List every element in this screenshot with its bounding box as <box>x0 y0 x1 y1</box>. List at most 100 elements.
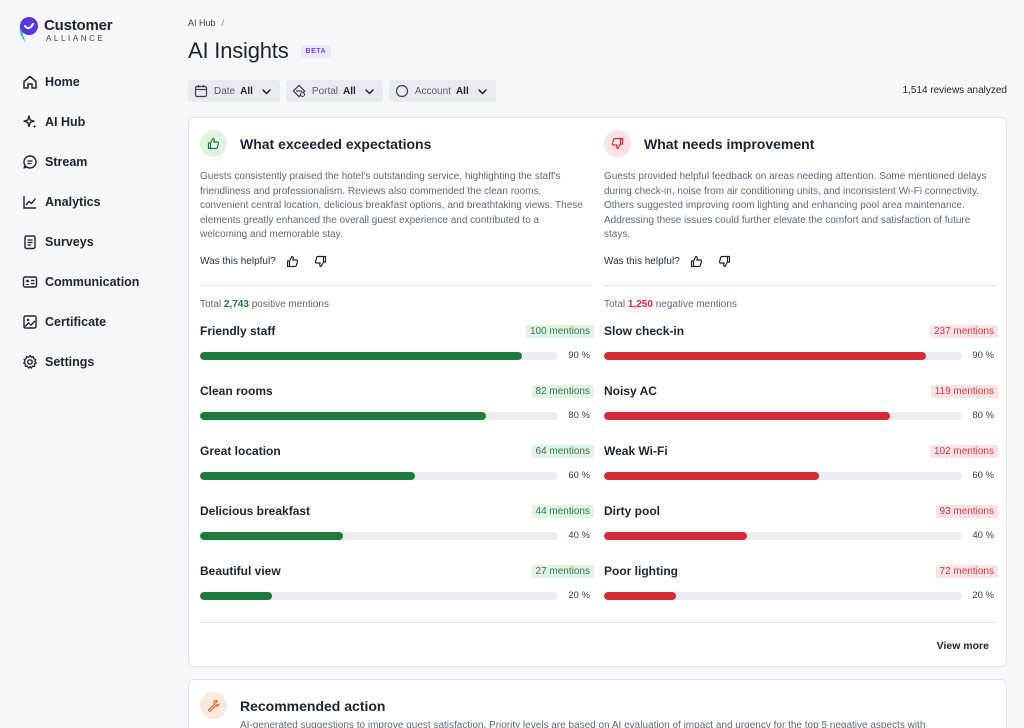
total-prefix: Total <box>604 299 626 310</box>
progress-track <box>200 412 558 420</box>
portal-icon <box>292 84 306 98</box>
sidebar-item-label: Home <box>45 75 80 89</box>
sidebar-item-communication[interactable]: Communication <box>22 272 139 292</box>
sidebar-nav: Home AI Hub Stream Analytics Surveys Com… <box>22 72 139 392</box>
filter-value: All <box>343 85 356 97</box>
progress-fill <box>604 592 676 600</box>
breadcrumb: AI Hub / <box>188 18 224 28</box>
item-name: Poor lighting <box>604 564 678 578</box>
percent-label: 80 % <box>568 410 590 421</box>
sidebar-item-label: AI Hub <box>45 115 86 129</box>
sidebar-item-label: Surveys <box>45 235 94 249</box>
positive-item-clean-rooms: Clean rooms 82 mentions 80 % <box>200 384 596 434</box>
sidebar-item-label: Certificate <box>45 315 107 329</box>
recommended-action-description: AI-generated suggestions to improve gues… <box>240 720 926 728</box>
thumbs-down-icon[interactable] <box>314 255 327 268</box>
negative-item-dirty-pool: Dirty pool 93 mentions 40 % <box>604 504 1000 554</box>
positive-total-count: 2,743 <box>223 299 249 310</box>
mentions-badge: 119 mentions <box>930 385 998 398</box>
main-content: AI Hub / AI Insights BETA Date All Portal… <box>172 0 1024 728</box>
recommended-action-title: Recommended action <box>240 698 386 714</box>
sidebar-item-surveys[interactable]: Surveys <box>22 232 139 252</box>
beta-badge: BETA <box>300 44 332 58</box>
chevron-down-icon <box>477 88 487 94</box>
sidebar-item-analytics[interactable]: Analytics <box>22 192 139 212</box>
sidebar-item-label: Communication <box>45 275 140 289</box>
mentions-badge: 93 mentions <box>935 505 998 518</box>
breadcrumb-separator: / <box>221 18 225 28</box>
negative-total: Total 1,250 negative mentions <box>604 299 737 310</box>
progress-track <box>604 352 962 360</box>
id-card-icon <box>22 276 38 288</box>
positive-total: Total 2,743 positive mentions <box>200 299 329 310</box>
filter-label: Date <box>214 85 236 97</box>
percent-label: 90 % <box>972 350 994 361</box>
filter-label: Portal <box>311 85 339 97</box>
negative-item-slow-check-in: Slow check-in 237 mentions 90 % <box>604 324 1000 374</box>
breadcrumb-link-ai-hub[interactable]: AI Hub <box>188 18 216 28</box>
wrench-icon <box>200 692 227 719</box>
brand-subname: ALLIANCE <box>46 33 106 43</box>
image-icon <box>23 315 37 329</box>
negative-item-poor-lighting: Poor lighting 72 mentions 20 % <box>604 564 1000 614</box>
progress-track <box>200 592 558 600</box>
sidebar-item-stream[interactable]: Stream <box>22 152 139 172</box>
positive-item-beautiful-view: Beautiful view 27 mentions 20 % <box>200 564 596 614</box>
thumbs-down-badge-icon <box>604 130 631 157</box>
thumbs-up-icon[interactable] <box>690 255 703 268</box>
progress-fill <box>604 412 891 420</box>
brand-logo[interactable]: Customer ALLIANCE <box>16 16 113 44</box>
account-filter-dropdown[interactable]: Account All <box>388 80 496 102</box>
filter-value: All <box>455 85 469 97</box>
divider <box>200 622 997 623</box>
percent-label: 60 % <box>972 470 994 481</box>
home-icon <box>23 75 37 89</box>
progress-track <box>604 592 962 600</box>
filter-label: Account <box>414 85 451 97</box>
sidebar-item-settings[interactable]: Settings <box>22 352 139 372</box>
sidebar: Customer ALLIANCE Home AI Hub Stream Ana… <box>0 0 172 728</box>
progress-fill <box>604 532 748 540</box>
circle-icon <box>395 84 408 98</box>
mentions-badge: 100 mentions <box>525 325 594 338</box>
chat-icon <box>23 155 37 169</box>
thumbs-up-icon[interactable] <box>286 255 299 268</box>
sidebar-item-home[interactable]: Home <box>22 72 139 92</box>
percent-label: 80 % <box>972 410 994 421</box>
positive-item-great-location: Great location 64 mentions 60 % <box>200 444 596 494</box>
negative-item-weak-wifi: Weak Wi-Fi 102 mentions 60 % <box>604 444 1000 494</box>
sidebar-item-certificate[interactable]: Certificate <box>22 312 139 332</box>
view-more-button[interactable]: View more <box>936 640 989 652</box>
progress-track <box>200 352 558 360</box>
item-name: Noisy AC <box>604 384 657 398</box>
portal-filter-dropdown[interactable]: Portal All <box>285 80 383 102</box>
divider <box>604 285 996 286</box>
negative-total-count: 1,250 <box>627 299 653 310</box>
sidebar-item-ai-hub[interactable]: AI Hub <box>22 112 139 132</box>
mentions-badge: 27 mentions <box>531 565 594 578</box>
date-filter-dropdown[interactable]: Date All <box>188 80 280 102</box>
percent-label: 20 % <box>568 590 590 601</box>
total-prefix: Total <box>200 299 222 310</box>
reviews-analyzed-count: 1,514 reviews analyzed <box>902 85 1007 96</box>
item-name: Great location <box>200 444 281 458</box>
thumbs-down-icon[interactable] <box>718 255 731 268</box>
positive-item-delicious-breakfast: Delicious breakfast 44 mentions 40 % <box>200 504 596 554</box>
progress-fill <box>200 472 415 480</box>
positive-feedback: Was this helpful? <box>200 255 342 268</box>
negative-summary: Guests provided helpful feedback on area… <box>604 171 987 240</box>
positive-title: What exceeded expectations <box>240 135 432 152</box>
progress-track <box>200 532 558 540</box>
page-header: AI Insights BETA <box>188 38 332 64</box>
percent-label: 20 % <box>972 590 994 601</box>
total-suffix: positive mentions <box>251 299 329 310</box>
mentions-badge: 72 mentions <box>935 565 998 578</box>
percent-label: 60 % <box>568 470 590 481</box>
item-name: Slow check-in <box>604 324 685 338</box>
sidebar-item-label: Settings <box>45 355 95 369</box>
mentions-badge: 102 mentions <box>929 445 998 458</box>
item-name: Beautiful view <box>200 564 281 578</box>
helpful-label: Was this helpful? <box>200 256 276 267</box>
progress-track <box>604 472 962 480</box>
gear-icon <box>23 354 37 369</box>
